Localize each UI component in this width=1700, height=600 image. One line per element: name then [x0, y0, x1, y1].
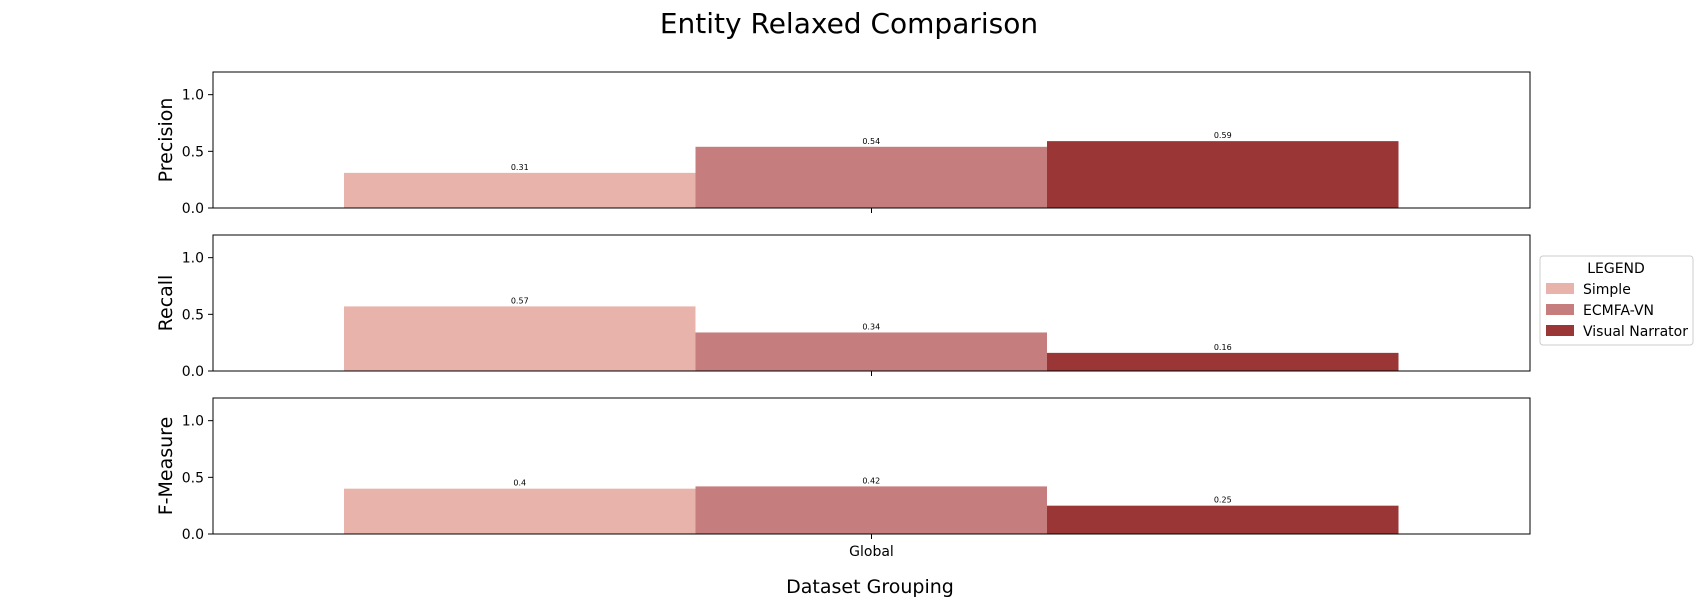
- legend-entry-label: Simple: [1583, 282, 1631, 298]
- y-axis-label: Recall: [155, 275, 177, 332]
- y-tick-label: 0.5: [182, 307, 204, 323]
- bar-simple: [344, 306, 696, 371]
- y-tick-label: 0.0: [182, 201, 204, 217]
- panel-precision: 0.31 0.54 0.59 0.0 0.5 1.0 Precision: [155, 71, 1531, 217]
- bar-visual-narrator: [1047, 141, 1399, 208]
- bar-value-label: 0.31: [511, 163, 529, 172]
- chart-title: Entity Relaxed Comparison: [660, 7, 1038, 40]
- bar-value-label: 0.25: [1214, 496, 1232, 505]
- panel-recall: 0.57 0.34 0.16 0.0 0.5 1.0 Recall: [155, 234, 1531, 380]
- legend-swatch: [1546, 325, 1574, 336]
- panel-f-measure: 0.4 0.42 0.25 0.0 0.5 1.0 F-Measure Global: [155, 397, 1531, 560]
- legend-title: LEGEND: [1587, 261, 1645, 277]
- bar-value-label: 0.34: [862, 322, 880, 331]
- bar-value-label: 0.4: [513, 479, 526, 488]
- x-axis-label: Dataset Grouping: [786, 576, 954, 598]
- bar-value-label: 0.59: [1214, 131, 1232, 140]
- y-tick-label: 0.0: [182, 364, 204, 380]
- legend-swatch: [1546, 283, 1574, 294]
- y-tick-label: 0.5: [182, 144, 204, 160]
- bar-simple: [344, 172, 696, 208]
- bar-ecmfa-vn: [695, 332, 1047, 371]
- y-tick-label: 1.0: [182, 88, 204, 104]
- bar-ecmfa-vn: [695, 486, 1047, 534]
- bar-ecmfa-vn: [695, 146, 1047, 208]
- bar-simple: [344, 488, 696, 534]
- bar-value-label: 0.16: [1214, 343, 1232, 352]
- y-tick-label: 1.0: [182, 414, 204, 430]
- y-tick-label: 0.5: [182, 470, 204, 486]
- legend-entry-label: ECMFA-VN: [1583, 303, 1654, 319]
- y-tick-label: 0.0: [182, 527, 204, 543]
- x-tick-label: Global: [849, 544, 894, 560]
- legend: LEGEND Simple ECMFA-VN Visual Narrator: [1539, 255, 1694, 346]
- y-tick-label: 1.0: [182, 251, 204, 267]
- y-axis-label: Precision: [155, 98, 177, 183]
- legend-swatch: [1546, 304, 1574, 315]
- chart-panels: 0.310.540.590.00.51.0Precision0.570.340.…: [155, 71, 1531, 560]
- legend-box: [1539, 255, 1694, 346]
- bar-visual-narrator: [1047, 505, 1399, 534]
- bar-value-label: 0.57: [511, 296, 529, 305]
- bar-value-label: 0.42: [862, 476, 880, 485]
- y-axis-label: F-Measure: [155, 417, 177, 516]
- bar-value-label: 0.54: [862, 137, 880, 146]
- legend-entry-label: Visual Narrator: [1583, 324, 1688, 340]
- bar-visual-narrator: [1047, 352, 1399, 371]
